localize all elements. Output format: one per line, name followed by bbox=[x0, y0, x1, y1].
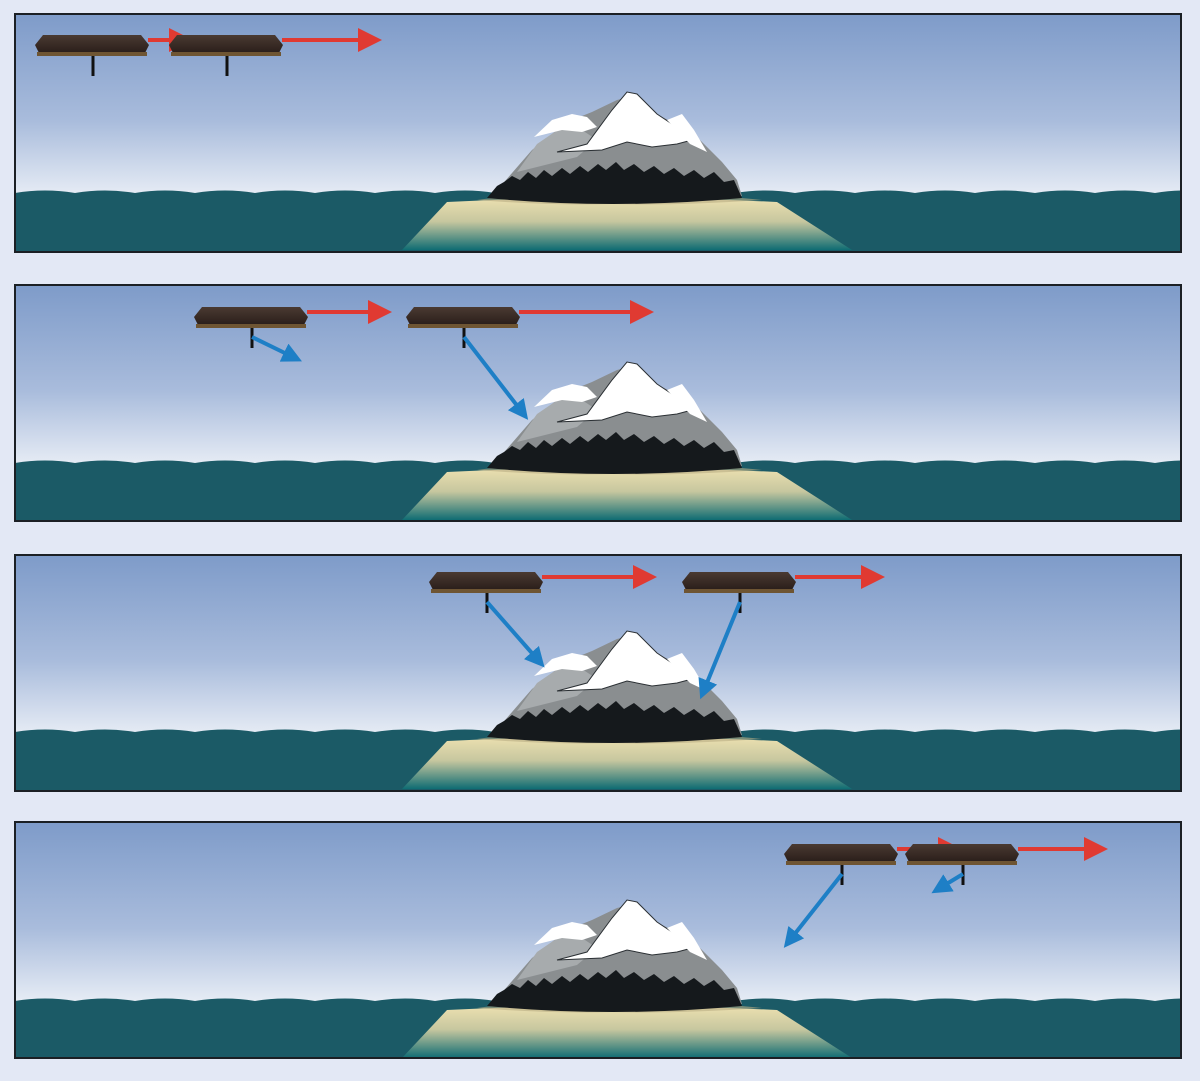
radar-beam-arrow bbox=[462, 335, 529, 420]
panel-border bbox=[14, 284, 1182, 522]
radar-beam-arrow bbox=[698, 601, 742, 700]
panel-3 bbox=[14, 554, 1182, 792]
radar-beam-arrow bbox=[251, 335, 302, 362]
panel-border bbox=[14, 821, 1182, 1059]
satellite-sat-a bbox=[194, 300, 392, 362]
panel-border bbox=[14, 13, 1182, 253]
panel-2 bbox=[14, 284, 1182, 522]
panel-4 bbox=[14, 821, 1182, 1059]
satellite-sat-b bbox=[169, 28, 382, 76]
radar-beam-arrow bbox=[485, 600, 545, 668]
satellite-sat-b bbox=[682, 565, 885, 700]
radar-beam-arrow bbox=[931, 872, 965, 894]
panel-1 bbox=[14, 13, 1182, 253]
satellite-sat-a bbox=[429, 565, 657, 668]
radar-beam-arrow bbox=[783, 872, 844, 948]
satellite-sat-b bbox=[905, 837, 1108, 894]
satellite-sat-b bbox=[406, 300, 654, 420]
panel-border bbox=[14, 554, 1182, 792]
